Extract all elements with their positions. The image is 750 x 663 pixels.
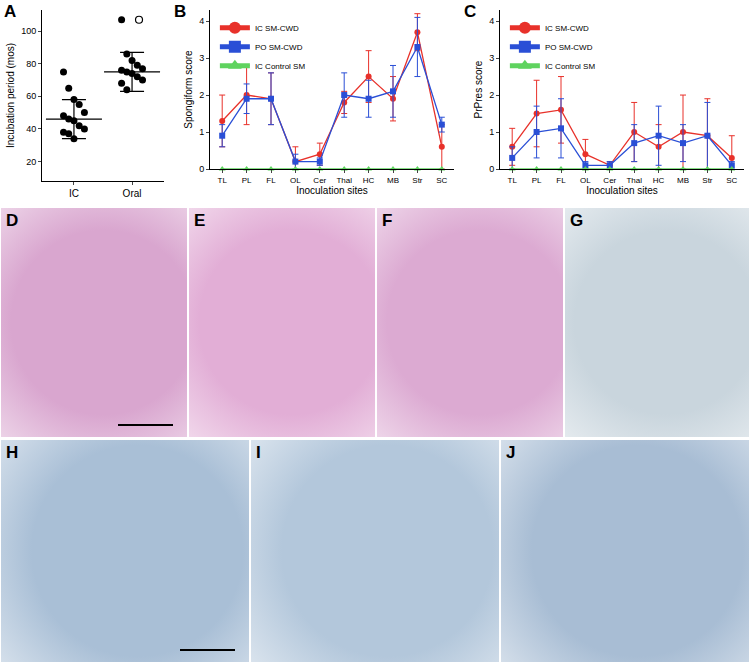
- html-text:G: G: [570, 211, 584, 230]
- svg-text:FL: FL: [556, 176, 566, 185]
- svg-text:PL: PL: [532, 176, 542, 185]
- svg-text:4: 4: [199, 16, 204, 26]
- svg-text:OL: OL: [580, 176, 591, 185]
- svg-text:PO SM-CWD: PO SM-CWD: [545, 43, 593, 52]
- svg-text:0: 0: [489, 164, 494, 174]
- svg-text:Inoculation sites: Inoculation sites: [586, 185, 658, 196]
- svg-text:Str: Str: [412, 176, 423, 185]
- svg-text:20: 20: [26, 157, 36, 167]
- svg-text:Spongiform score: Spongiform score: [183, 50, 194, 129]
- svg-text:OL: OL: [290, 176, 301, 185]
- svg-text:IC SM-CWD: IC SM-CWD: [255, 24, 299, 33]
- svg-text:SC: SC: [436, 176, 447, 185]
- svg-text:TL: TL: [218, 176, 228, 185]
- svg-text:IC Control SM: IC Control SM: [255, 62, 306, 71]
- svg-text:PO SM-CWD: PO SM-CWD: [255, 43, 303, 52]
- svg-text:80: 80: [26, 59, 36, 69]
- svg-text:IC Control SM: IC Control SM: [545, 62, 596, 71]
- svg-text:4: 4: [489, 16, 494, 26]
- svg-text:3: 3: [489, 53, 494, 63]
- html-text:E: E: [194, 211, 206, 230]
- svg-text:Oral: Oral: [123, 188, 142, 199]
- svg-text:2: 2: [489, 90, 494, 100]
- svg-text:2: 2: [199, 90, 204, 100]
- html-text:D: D: [6, 211, 19, 230]
- html-text:B: B: [174, 2, 187, 21]
- svg-text:100: 100: [21, 26, 36, 36]
- svg-text:60: 60: [26, 91, 36, 101]
- html-text:J: J: [506, 443, 516, 462]
- svg-text:Incubation period (mos): Incubation period (mos): [5, 43, 16, 148]
- svg-text:PL: PL: [242, 176, 252, 185]
- svg-text:PrPres score: PrPres score: [473, 60, 484, 118]
- svg-text:Str: Str: [702, 176, 713, 185]
- svg-text:FL: FL: [266, 176, 276, 185]
- svg-text:Cer: Cer: [603, 176, 616, 185]
- svg-text:IC SM-CWD: IC SM-CWD: [545, 24, 589, 33]
- html-text:H: H: [6, 443, 19, 462]
- svg-text:Thal: Thal: [336, 176, 352, 185]
- html-text:F: F: [382, 211, 393, 230]
- svg-text:1: 1: [199, 127, 204, 137]
- svg-text:IC: IC: [69, 188, 79, 199]
- svg-text:40: 40: [26, 124, 36, 134]
- html-text:I: I: [256, 443, 261, 462]
- svg-text:HC: HC: [653, 176, 665, 185]
- svg-text:SC: SC: [726, 176, 737, 185]
- svg-text:Inoculation sites: Inoculation sites: [296, 185, 368, 196]
- svg-text:HC: HC: [363, 176, 375, 185]
- svg-text:MB: MB: [387, 176, 399, 185]
- svg-text:1: 1: [489, 127, 494, 137]
- svg-text:Cer: Cer: [313, 176, 326, 185]
- svg-text:Thal: Thal: [626, 176, 642, 185]
- svg-text:0: 0: [199, 164, 204, 174]
- html-text:A: A: [4, 2, 17, 21]
- html-text:C: C: [464, 2, 477, 21]
- svg-text:MB: MB: [677, 176, 689, 185]
- svg-text:3: 3: [199, 53, 204, 63]
- svg-text:TL: TL: [508, 176, 518, 185]
